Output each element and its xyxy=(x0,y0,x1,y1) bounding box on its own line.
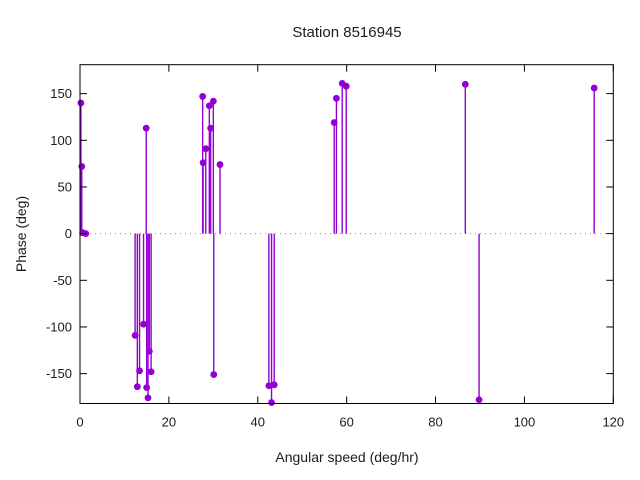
y-tick-labels: -150 -100 -50 0 50 100 150 xyxy=(46,86,72,381)
svg-text:20: 20 xyxy=(162,415,176,430)
chart-title: Station 8516945 xyxy=(292,24,402,41)
svg-text:100: 100 xyxy=(514,415,536,430)
svg-text:60: 60 xyxy=(339,415,353,430)
x-tick-labels: 0 20 40 60 80 100 120 xyxy=(76,415,624,430)
svg-text:-100: -100 xyxy=(46,319,72,334)
svg-text:150: 150 xyxy=(50,86,72,101)
svg-text:120: 120 xyxy=(602,415,624,430)
x-axis-label: Angular speed (deg/hr) xyxy=(275,449,419,465)
svg-text:50: 50 xyxy=(58,179,72,194)
impulse-stems xyxy=(80,83,595,403)
svg-text:100: 100 xyxy=(50,133,72,148)
axis-ticks xyxy=(79,64,614,404)
svg-text:-50: -50 xyxy=(53,273,72,288)
y-axis-label: Phase (deg) xyxy=(13,195,29,273)
svg-text:80: 80 xyxy=(428,415,442,430)
svg-text:40: 40 xyxy=(251,415,265,430)
svg-text:0: 0 xyxy=(76,415,83,430)
data-points xyxy=(77,79,598,406)
svg-text:0: 0 xyxy=(65,226,72,241)
svg-text:-150: -150 xyxy=(46,366,72,381)
